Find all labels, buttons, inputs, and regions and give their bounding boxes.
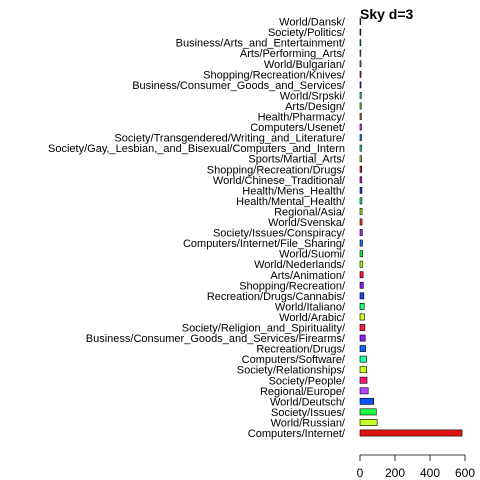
bar	[359, 60, 362, 68]
category-label: Arts/Design/	[285, 101, 346, 113]
bar	[359, 102, 362, 110]
bar	[359, 49, 362, 57]
bar	[359, 134, 362, 141]
bar	[359, 39, 362, 47]
bar	[359, 186, 363, 194]
bar	[359, 387, 369, 395]
category-label: World/Svenska/	[268, 217, 346, 229]
category-label: World/Dansk/	[279, 17, 346, 29]
category-label: Regional/Europe/	[260, 386, 346, 398]
category-label: Arts/Performing_Arts/	[240, 48, 346, 60]
category-label: World/Nederlands/	[254, 259, 346, 271]
category-label: Regional/Asia/	[274, 206, 346, 218]
category-label: Shopping/Recreation/Knives/	[203, 69, 346, 81]
bar	[359, 28, 362, 36]
category-label: Computers/Internet/File_Sharing/	[183, 238, 346, 250]
category-label: World/Deutsch/	[270, 396, 346, 408]
category-label: Arts/Animation/	[270, 270, 346, 282]
category-label: Society/Issues/Conspiracy/	[213, 228, 346, 240]
bar	[359, 345, 366, 352]
bar	[359, 313, 365, 321]
category-label: World/Arabic/	[279, 312, 346, 324]
category-label: Computers/Usenet/	[250, 122, 346, 134]
category-label: World/Suomi/	[279, 249, 346, 261]
category-label: Business/Arts_and_Entertainment/	[176, 38, 346, 50]
category-label: Society/Religion_and_Spirituality/	[182, 323, 346, 335]
bar	[359, 376, 368, 384]
category-label: Society/Relationships/	[237, 365, 346, 377]
bar	[359, 250, 363, 258]
bar	[359, 397, 374, 405]
category-label: World/Italiano/	[275, 301, 346, 313]
bar	[359, 176, 363, 184]
bar	[359, 355, 367, 363]
category-label: Shopping/Recreation/	[239, 280, 346, 292]
category-label: World/Bulgarian/	[264, 59, 346, 71]
category-label: Business/Consumer_Goods_and_Services/Fir…	[86, 333, 346, 345]
category-label: Society/Gay,_Lesbian,_and_Bisexual/Compu…	[48, 143, 345, 155]
category-label: Computers/Internet/	[248, 428, 346, 440]
bar	[359, 165, 363, 173]
bar	[359, 155, 362, 163]
bar	[359, 292, 365, 300]
bar	[359, 218, 363, 226]
bar	[359, 302, 365, 310]
chart-title: Sky d=3	[360, 6, 414, 22]
bar	[359, 18, 362, 25]
bar	[359, 366, 367, 374]
category-label: Health/Pharmacy/	[258, 112, 346, 124]
x-tick-label: 600	[455, 466, 475, 480]
bar	[359, 208, 363, 215]
bar	[359, 92, 362, 99]
category-label: Society/People/	[269, 375, 346, 387]
bar	[359, 81, 362, 89]
category-label: Recreation/Drugs/Cannabis/	[207, 291, 346, 303]
category-label: Sports/Martial_Arts/	[248, 154, 346, 166]
bar	[359, 197, 363, 205]
category-label: Recreation/Drugs/	[256, 344, 346, 356]
bar	[359, 113, 362, 120]
x-tick-label: 200	[385, 466, 405, 480]
category-label: Computers/Software/	[242, 354, 346, 366]
bar	[359, 123, 362, 131]
x-tick-label: 0	[357, 466, 364, 480]
bar	[359, 239, 363, 247]
bar	[359, 70, 362, 78]
category-label: World/Chinese_Traditional/	[213, 175, 346, 187]
category-label: Society/Issues/	[271, 407, 346, 419]
bar	[359, 144, 362, 152]
category-label: World/Russian/	[271, 417, 346, 429]
category-label: Society/Politics/	[268, 27, 346, 39]
category-label: Health/Mens_Health/	[242, 185, 346, 197]
x-axis: 0 200 400 600	[357, 454, 475, 480]
bar	[359, 271, 364, 279]
bar	[359, 429, 463, 437]
bar	[359, 334, 366, 342]
bar	[359, 324, 366, 331]
category-labels-group: Computers/Internet/World/Russian/Society…	[48, 17, 346, 440]
category-label: Society/Transgendered/Writing_and_Litera…	[114, 133, 345, 145]
bar	[359, 260, 364, 268]
bar	[359, 408, 377, 416]
category-label: World/Srpski/	[280, 90, 346, 102]
category-label: Business/Consumer_Goods_and_Services/	[132, 80, 346, 92]
x-tick-label: 400	[420, 466, 440, 480]
bar	[359, 419, 378, 426]
bar	[359, 281, 364, 289]
bar	[359, 229, 363, 236]
bars-group	[359, 18, 463, 437]
category-label: Shopping/Recreation/Drugs/	[207, 164, 346, 176]
category-label: Health/Mental_Health/	[236, 196, 346, 208]
